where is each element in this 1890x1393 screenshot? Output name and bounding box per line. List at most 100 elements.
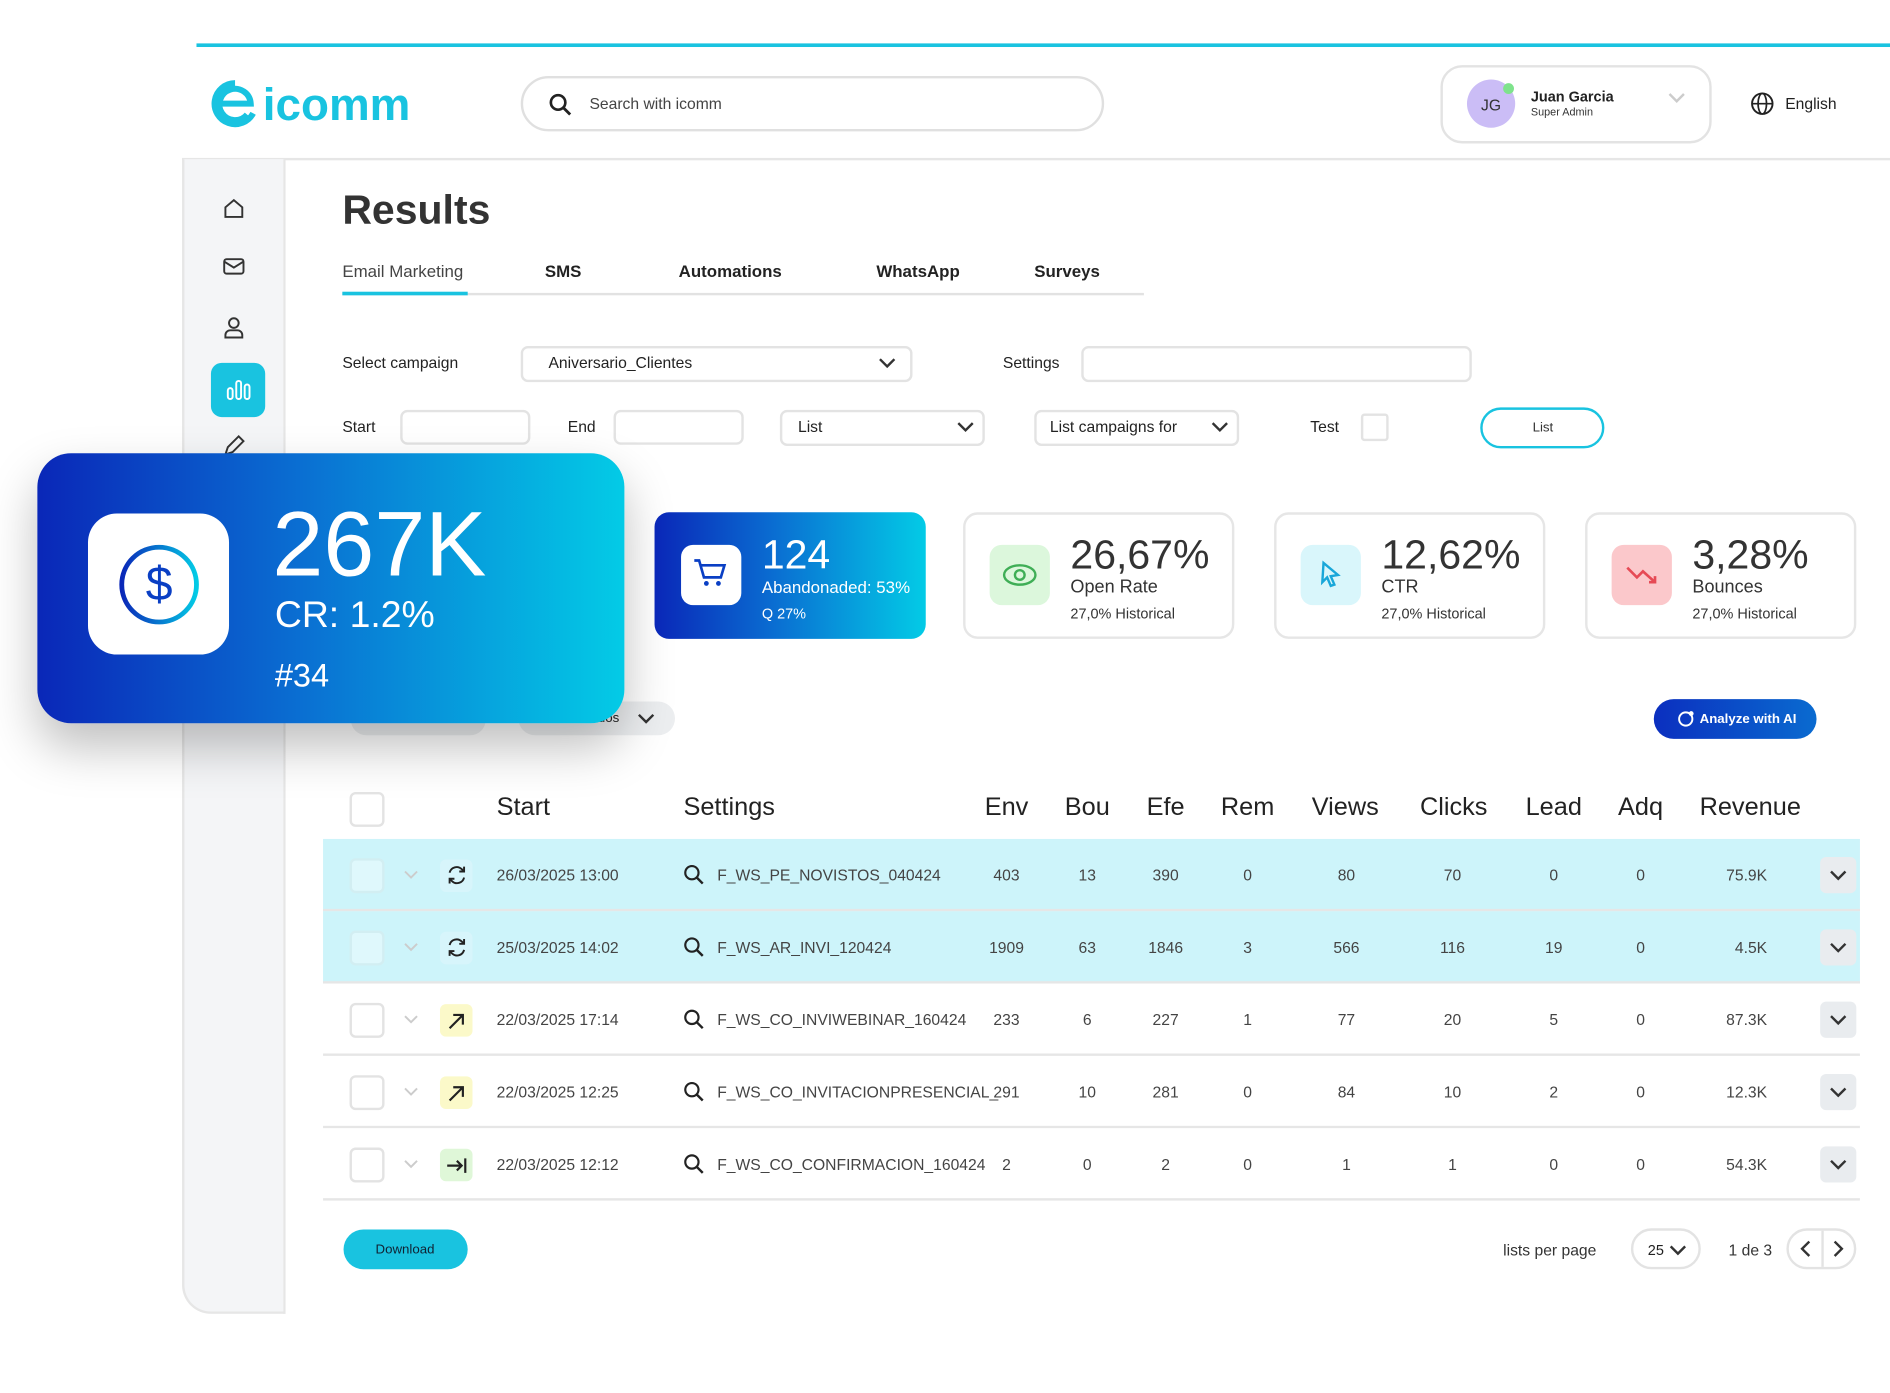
column-header: Efe: [1146, 793, 1185, 821]
column-header: Lead: [1525, 793, 1582, 821]
chart-icon: [226, 379, 251, 400]
cell: 25/03/2025 14:02: [496, 938, 619, 957]
search-icon: [684, 1081, 704, 1102]
per-page-label: lists per page: [1503, 1240, 1597, 1260]
stat-icon-box: [1611, 544, 1672, 606]
expand-button[interactable]: [1820, 1074, 1857, 1111]
column-header: Rem: [1220, 793, 1275, 821]
column-header: Clicks: [1419, 793, 1488, 821]
row-checkbox[interactable]: [349, 1075, 385, 1111]
stat-value: 26,67%: [1070, 532, 1210, 578]
stat-note: Q 27%: [761, 605, 807, 622]
row-icon: [447, 1158, 467, 1173]
button-label: Download: [375, 1242, 435, 1258]
cell: 12.3K: [1726, 1083, 1768, 1102]
home-icon[interactable]: [222, 196, 246, 220]
download-button[interactable]: [343, 1229, 468, 1270]
select-value: List: [797, 417, 823, 436]
row-checkbox[interactable]: [349, 1147, 385, 1183]
expand-button[interactable]: [1820, 857, 1857, 894]
cell: 233: [993, 1010, 1020, 1029]
search-box[interactable]: [520, 75, 1105, 132]
campaigns-for-select[interactable]: [1034, 409, 1240, 446]
cell: F_WS_PE_NOVISTOS_040424: [717, 866, 941, 885]
expand-button[interactable]: [1820, 929, 1857, 966]
start-input[interactable]: [400, 409, 531, 445]
mail-icon[interactable]: [222, 256, 246, 278]
cell: F_WS_CO_INVIWEBINAR_160424: [717, 1010, 967, 1029]
select-all-checkbox[interactable]: [349, 791, 385, 827]
cell: 1846: [1148, 938, 1184, 957]
tab[interactable]: Automations: [678, 261, 782, 281]
expand-button[interactable]: [1820, 1146, 1857, 1183]
icon-box: [87, 513, 230, 655]
tab[interactable]: Surveys: [1034, 261, 1100, 281]
row-icon-box: [439, 931, 473, 965]
cell: 2: [1549, 1083, 1559, 1102]
table-row[interactable]: [323, 1128, 1860, 1201]
list-select[interactable]: [779, 409, 985, 446]
cell: 10: [1443, 1083, 1462, 1102]
next-icon[interactable]: [1831, 1240, 1845, 1257]
campaign-select[interactable]: [520, 345, 913, 383]
cell: 0: [1549, 866, 1559, 885]
tab[interactable]: Email Marketing: [342, 261, 464, 281]
tab[interactable]: WhatsApp: [876, 261, 960, 281]
per-page-select[interactable]: [1630, 1228, 1701, 1270]
label: End: [567, 417, 596, 436]
row-chevron: [404, 1160, 418, 1169]
svg-text:$: $: [146, 557, 173, 611]
row-checkbox[interactable]: [349, 858, 385, 894]
table-row[interactable]: [323, 1055, 1860, 1129]
stat-icon-box: [989, 544, 1050, 606]
cell: 0: [1636, 938, 1645, 957]
stat-icon: [1002, 564, 1037, 586]
settings-input[interactable]: [1081, 345, 1472, 383]
select-value: List campaigns for: [1049, 417, 1178, 436]
tab[interactable]: SMS: [544, 261, 582, 281]
user-box[interactable]: [1440, 65, 1712, 144]
tab-active-underline: [342, 291, 468, 296]
end-input[interactable]: [613, 409, 744, 445]
column-header: Settings: [683, 793, 775, 821]
analyze-button[interactable]: [1653, 699, 1817, 739]
stat-label: CTR: [1381, 576, 1419, 598]
row-icon: [448, 938, 466, 957]
search-placeholder: Search with icomm: [589, 94, 722, 113]
cell: 0: [1549, 1155, 1559, 1174]
cell: 75.9K: [1726, 866, 1768, 885]
cell: 80: [1337, 866, 1356, 885]
expand-button[interactable]: [1820, 1001, 1857, 1038]
user-role: Super Admin: [1530, 106, 1593, 119]
table-row[interactable]: [323, 838, 1860, 912]
cell: 1: [1448, 1155, 1457, 1174]
cell: F_WS_AR_INVI_120424: [717, 938, 892, 957]
list-button[interactable]: [1480, 407, 1605, 449]
row-icon-box: [439, 859, 473, 892]
test-checkbox[interactable]: [1360, 413, 1389, 442]
stat-icon-box: [681, 544, 742, 606]
row-checkbox[interactable]: [349, 1002, 385, 1038]
pager[interactable]: [1786, 1228, 1857, 1270]
cell: 6: [1082, 1010, 1092, 1029]
language[interactable]: English: [1785, 94, 1837, 113]
prev-icon[interactable]: [1798, 1240, 1812, 1257]
row-chevron: [404, 1015, 418, 1024]
cell: 2: [1002, 1155, 1011, 1174]
table-row[interactable]: [323, 983, 1860, 1056]
user-icon[interactable]: [222, 316, 246, 340]
cell: 281: [1152, 1083, 1179, 1102]
row-checkbox[interactable]: [349, 930, 385, 966]
stat-value: 3,28%: [1692, 532, 1809, 578]
cell: 19: [1545, 938, 1563, 957]
edit-icon[interactable]: [222, 434, 246, 458]
table-row[interactable]: [323, 911, 1860, 984]
results-nav-active[interactable]: [210, 362, 266, 418]
cell: 1: [1243, 1010, 1252, 1029]
pagination: 1 de 3: [1728, 1240, 1773, 1260]
stat-icon: [1320, 560, 1341, 588]
search-icon: [684, 937, 704, 957]
logo-icon: [211, 80, 256, 128]
highlight-cr: CR: 1.2%: [274, 593, 435, 636]
